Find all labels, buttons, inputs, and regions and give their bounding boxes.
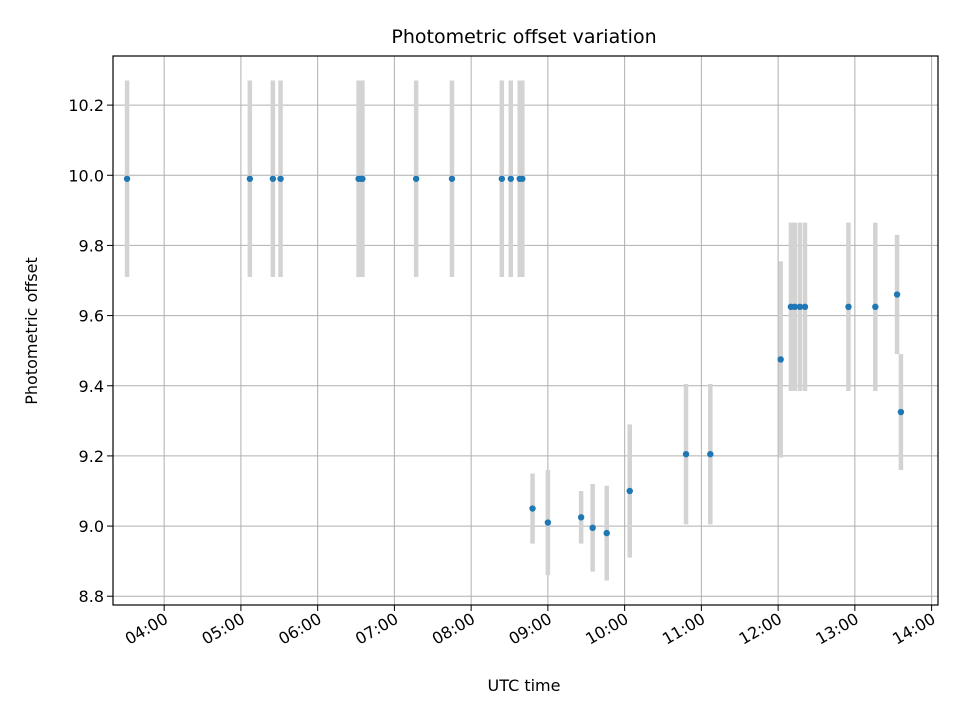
data-point: [507, 175, 514, 182]
data-point: [412, 175, 420, 182]
y-axis: 8.8 9.0 9.2 9.4 9.6 9.8 10.0 10.2: [68, 96, 113, 606]
data-point: [897, 408, 905, 416]
y-tick-label: 9.0: [79, 517, 104, 536]
data-point: [589, 524, 596, 532]
data-point: [448, 175, 456, 182]
plot-frame: [112, 55, 939, 606]
data-point: [519, 175, 526, 182]
data-points: [123, 175, 905, 537]
data-point: [246, 175, 254, 182]
data-point: [796, 303, 804, 311]
x-axis-label: UTC time: [488, 676, 561, 695]
chart-title: Photometric offset variation: [391, 26, 656, 48]
data-point: [893, 291, 901, 298]
data-point: [603, 529, 610, 537]
data-point: [359, 175, 366, 182]
data-point: [791, 303, 798, 311]
data-point: [544, 519, 552, 526]
y-tick-label: 10.2: [68, 96, 104, 115]
data-point: [269, 175, 277, 182]
data-point: [277, 175, 284, 182]
data-point: [577, 514, 585, 521]
data-point: [707, 450, 714, 458]
y-tick-label: 9.8: [79, 236, 104, 255]
y-tick-label: 9.4: [79, 377, 104, 396]
y-axis-label: Photometric offset: [22, 257, 41, 405]
data-point: [529, 505, 536, 512]
data-point: [498, 175, 506, 182]
y-tick-label: 10.0: [68, 166, 104, 185]
data-point: [845, 303, 852, 311]
data-point: [682, 450, 690, 458]
data-point: [123, 175, 131, 182]
data-point: [626, 487, 633, 495]
data-point: [801, 303, 809, 311]
grid: [113, 56, 938, 605]
y-tick-label: 8.8: [79, 587, 104, 606]
y-tick-label: 9.2: [79, 447, 104, 466]
data-point: [777, 356, 784, 363]
data-point: [872, 303, 879, 311]
y-tick-label: 9.6: [79, 307, 104, 326]
